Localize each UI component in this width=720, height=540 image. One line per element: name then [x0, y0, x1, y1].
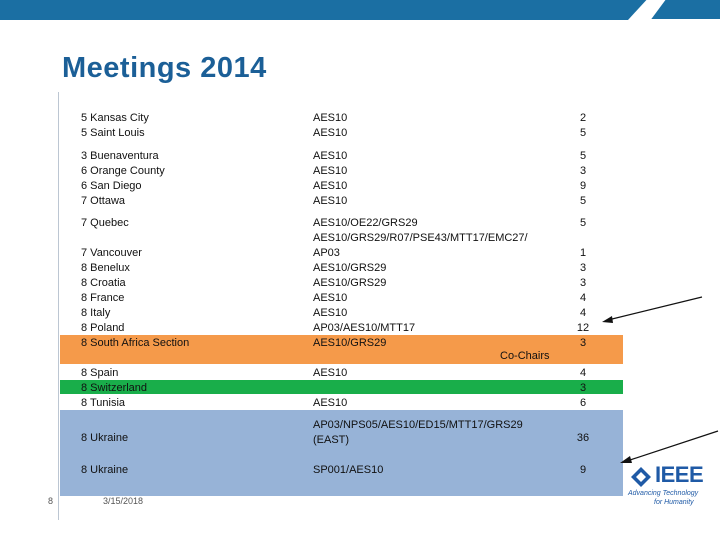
header-bar: [0, 0, 720, 20]
annotation-arrow-icon: [620, 430, 719, 463]
ieee-tagline-2: for Humanity: [654, 499, 694, 506]
location-cell: 8 Spain 8 Switzerland 8 Tunisia: [81, 367, 148, 409]
header-bar-tab: [651, 0, 720, 19]
highlight-blue-band: [60, 410, 623, 496]
committee-cell: AP03/NPS05/AES10/ED15/MTT17/GRS29 (EAST): [313, 419, 523, 446]
committee-cell: AES10 AES10: [313, 112, 348, 139]
committee-cell: AES10 AES10 AES10 AES10: [313, 150, 348, 207]
committee-cell: AES10/OE22/GRS29 AES10/GRS29/R07/PSE43/M…: [313, 217, 528, 349]
location-cell: 5 Kansas City 5 Saint Louis: [81, 112, 149, 139]
count-cell: 5 3 9 5: [579, 150, 587, 207]
location-cell: 8 Ukraine: [81, 464, 129, 476]
count-cell: 2 5: [579, 112, 587, 139]
annotation-arrow-icon: [602, 296, 703, 323]
co-chairs-label: Co-Chairs: [500, 350, 550, 362]
count-cell: 4 3 6: [579, 367, 587, 409]
ieee-tagline-1: Advancing Technology: [628, 490, 699, 497]
slide-number: 8: [48, 496, 54, 506]
committee-cell: SP001/AES10: [313, 464, 384, 476]
left-divider: [58, 92, 59, 520]
count-cell: 1 3 3 4 4 12 3: [576, 247, 590, 349]
highlight-orange-band: [60, 335, 623, 364]
location-cell: 8 Ukraine: [81, 432, 129, 444]
slide-title: Meetings 2014: [62, 52, 267, 84]
committee-cell: AES10: [313, 397, 348, 409]
count-cell: 36: [576, 432, 590, 444]
location-cell: 7 Quebec: [81, 217, 129, 229]
ieee-diamond-logo-icon: [631, 467, 651, 487]
committee-cell: AES10: [313, 367, 348, 379]
location-cell: 3 Buenaventura 6 Orange County 6 San Die…: [81, 150, 165, 207]
slide-date: 3/15/2018: [103, 496, 144, 506]
count-cell: 5: [579, 217, 587, 229]
location-cell: 7 Vancouver 8 Benelux 8 Croatia 8 France…: [81, 247, 190, 349]
count-cell: 9: [579, 464, 587, 476]
highlight-green-band: [60, 380, 623, 394]
ieee-logo-text: IEEE: [655, 462, 704, 487]
